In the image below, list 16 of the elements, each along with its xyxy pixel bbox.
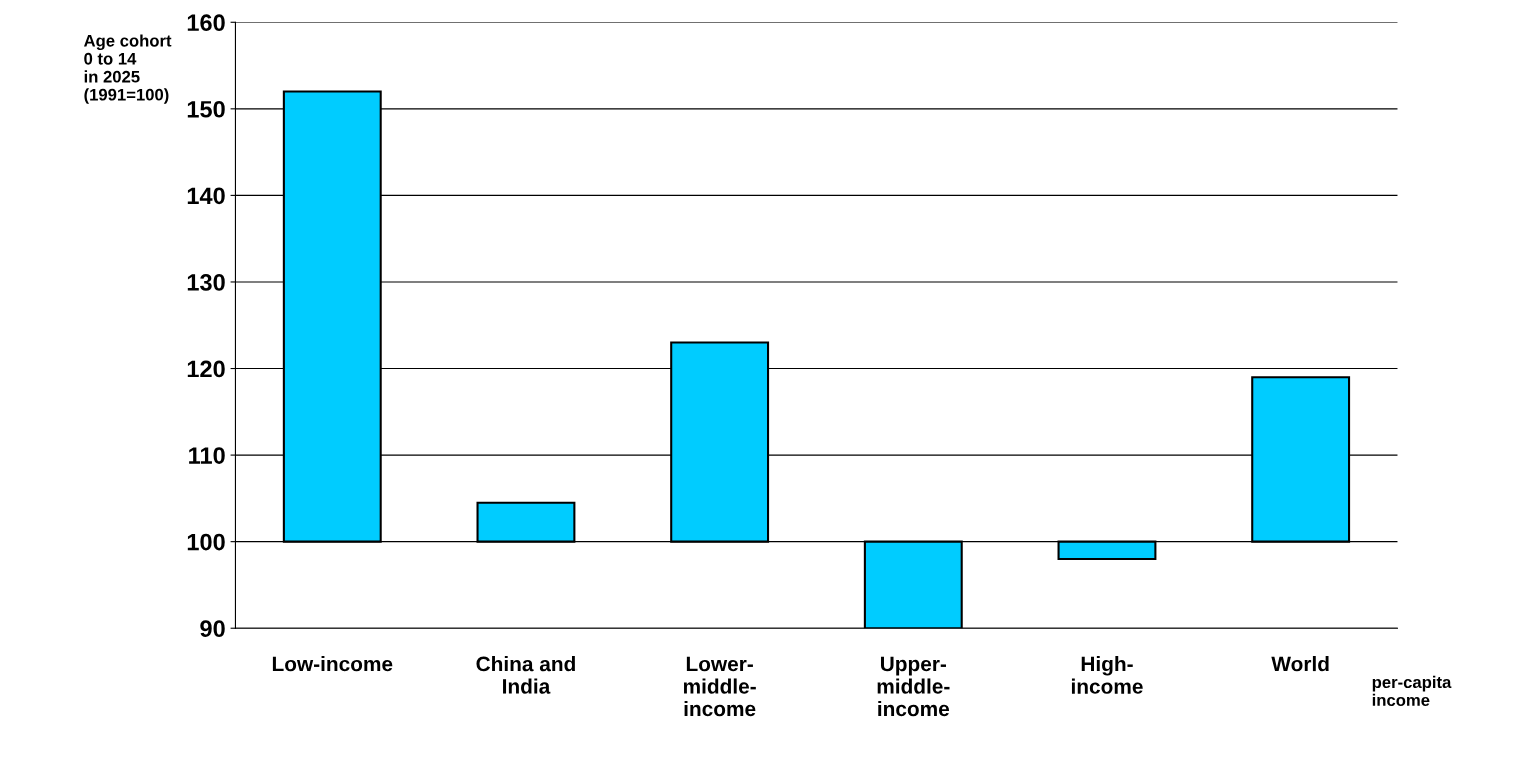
- y-tick-label: 130: [187, 274, 225, 291]
- y-tick-label: 90: [200, 620, 225, 638]
- x-tick-label: China and India: [476, 656, 575, 694]
- y-tick-label: 100: [187, 533, 225, 551]
- y-axis-title: Age cohort 0 to 14 in 2025 (1991=100): [83, 34, 172, 104]
- y-tick-label: 120: [187, 360, 225, 378]
- y-tick-label: 140: [187, 187, 225, 205]
- y-tick-label: 160: [187, 14, 225, 32]
- x-tick-label: High- income: [1071, 656, 1143, 694]
- y-tick-label: 110: [189, 447, 225, 464]
- y-tick-label: 150: [187, 100, 225, 118]
- x-axis-title: per-capita income: [1372, 675, 1452, 707]
- x-tick-label: Low-income: [272, 656, 393, 672]
- x-tick-label: Upper- middle- income: [877, 656, 950, 717]
- x-tick-label: Lower- middle- income: [683, 656, 756, 717]
- x-tick-label: World: [1271, 656, 1329, 672]
